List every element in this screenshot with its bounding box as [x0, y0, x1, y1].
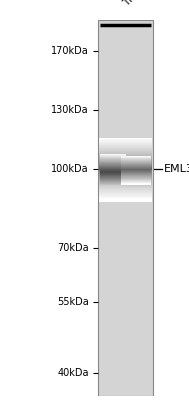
Text: EML3: EML3: [163, 164, 189, 174]
Text: 170kDa: 170kDa: [51, 46, 89, 56]
Text: 100kDa: 100kDa: [51, 164, 89, 174]
Text: 130kDa: 130kDa: [51, 105, 89, 115]
Text: THP-1: THP-1: [122, 0, 150, 8]
Text: 40kDa: 40kDa: [58, 368, 89, 378]
Text: 55kDa: 55kDa: [57, 297, 89, 307]
Bar: [98, 20, 153, 396]
Text: 70kDa: 70kDa: [57, 243, 89, 253]
